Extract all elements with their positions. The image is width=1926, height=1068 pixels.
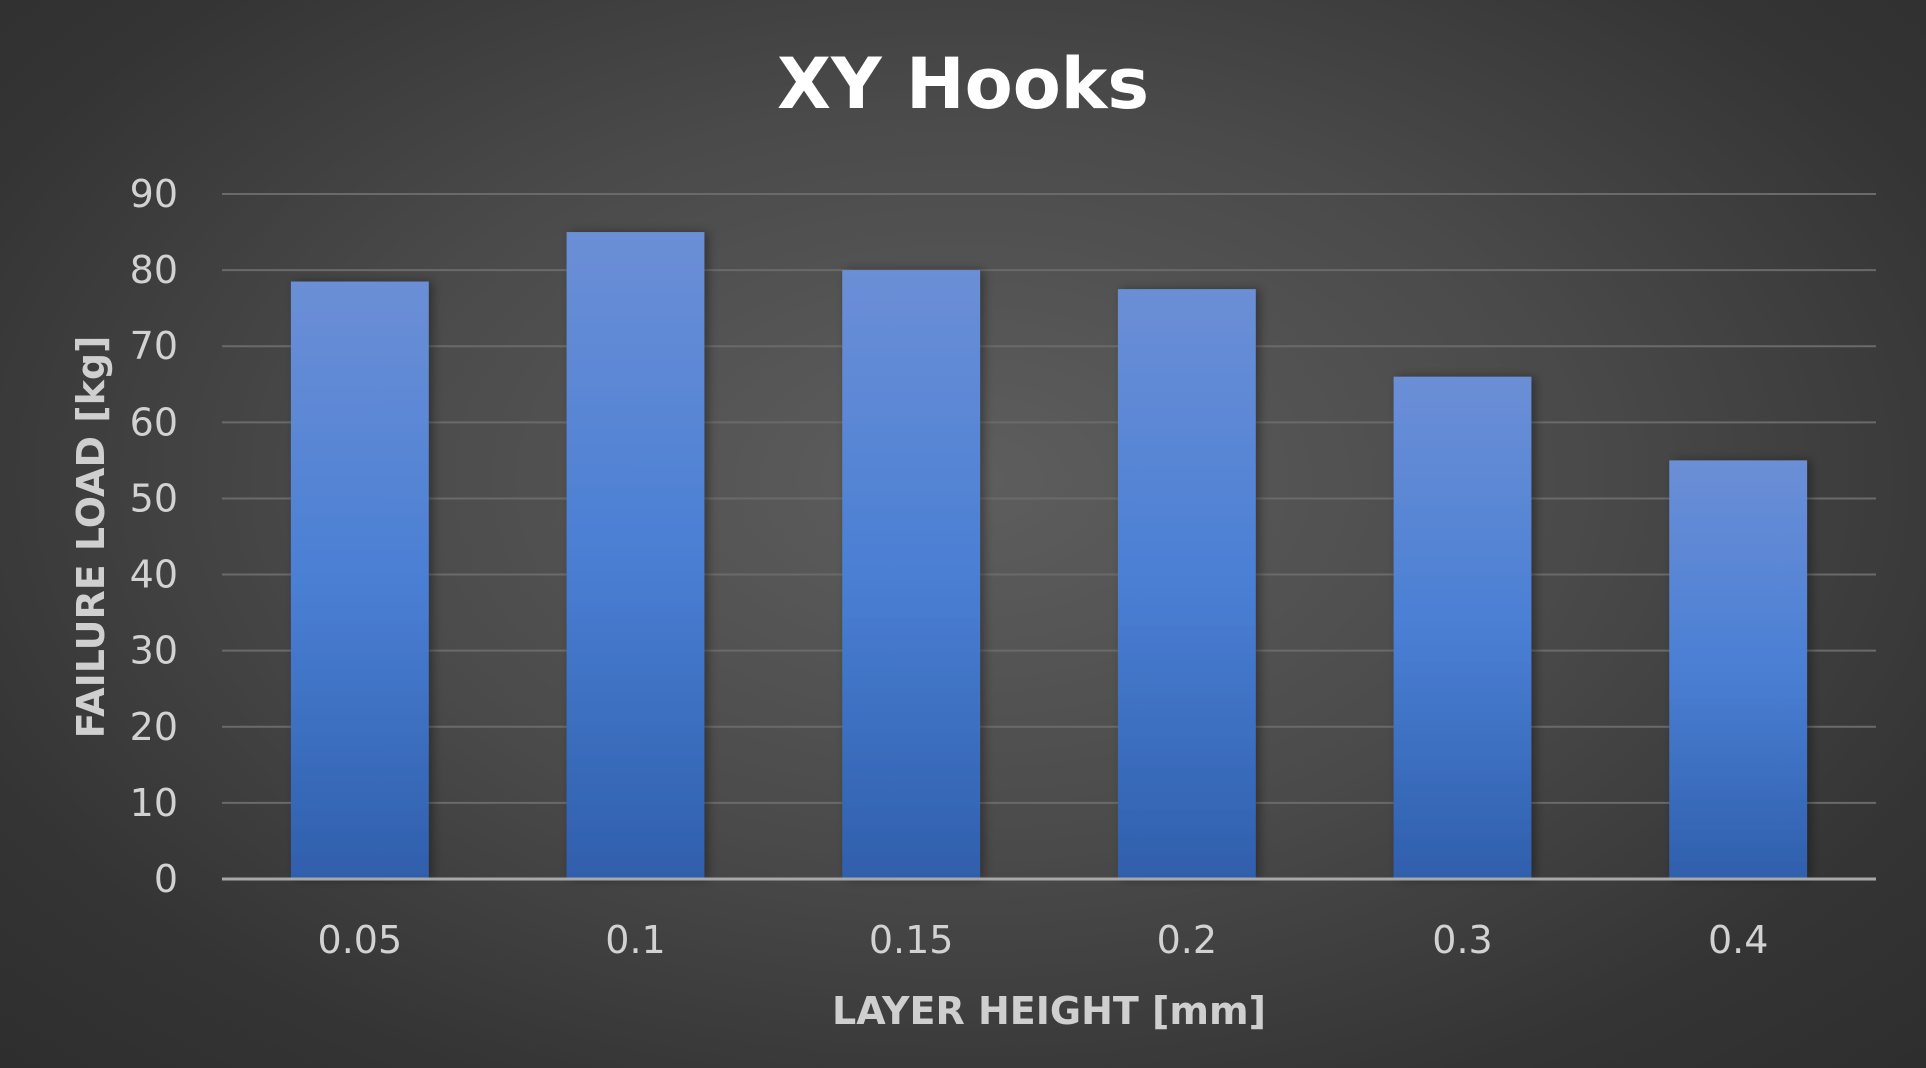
- y-tick-label: 10: [130, 781, 178, 825]
- grid-lines: [222, 193, 1876, 804]
- y-tick-label: 0: [154, 857, 178, 901]
- x-tick-label: 0.05: [318, 918, 403, 962]
- bar-0.4: [1669, 460, 1808, 879]
- x-tick-label: 0.15: [869, 918, 954, 962]
- bar-0.15: [842, 270, 981, 880]
- y-tick-label: 30: [130, 629, 178, 673]
- chart-title: XY Hooks: [777, 43, 1149, 125]
- bars: [290, 232, 1808, 880]
- y-tick-label: 60: [130, 400, 178, 444]
- y-axis-label: FAILURE LOAD [kg]: [69, 336, 113, 739]
- y-tick-label: 70: [130, 324, 178, 368]
- bar-0.3: [1393, 376, 1532, 879]
- y-tick-label: 20: [130, 705, 178, 749]
- bar-0.05: [290, 281, 429, 879]
- x-tick-label: 0.1: [605, 918, 665, 962]
- bar-0.1: [566, 232, 705, 880]
- bar-0.2: [1117, 289, 1256, 879]
- y-tick-label: 80: [130, 248, 178, 292]
- x-axis-ticks: 0.05 0.1 0.15 0.2 0.3 0.4: [318, 918, 1769, 962]
- y-tick-label: 40: [130, 553, 178, 597]
- y-axis-ticks: 0 10 20 30 40 50 60 70 80 90: [130, 172, 178, 901]
- y-tick-label: 90: [130, 172, 178, 216]
- y-tick-label: 50: [130, 476, 178, 520]
- x-axis-label: LAYER HEIGHT [mm]: [832, 989, 1266, 1033]
- x-tick-label: 0.4: [1708, 918, 1768, 962]
- x-tick-label: 0.3: [1432, 918, 1492, 962]
- x-tick-label: 0.2: [1157, 918, 1217, 962]
